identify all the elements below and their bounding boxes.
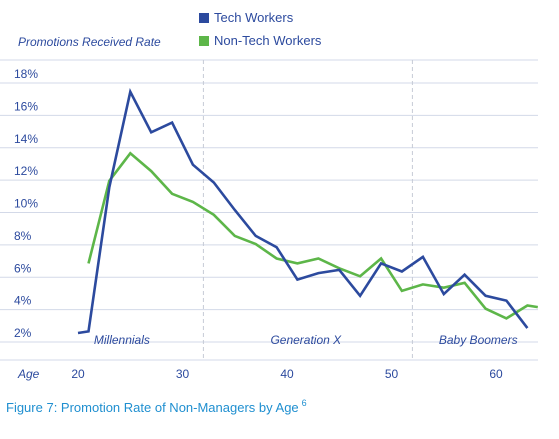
y-axis-ticks: 2% 4% 6% 8% 10% 12% 14% 16% 18% [14, 67, 38, 340]
series-line-nontech [87, 151, 538, 320]
x-axis-title: Age [17, 367, 40, 381]
legend: Tech Workers Non-Tech Workers [199, 10, 322, 48]
y-tick-label: 6% [14, 261, 32, 275]
legend-swatch-tech [199, 13, 209, 23]
series-lines [77, 88, 538, 335]
y-tick-label: 8% [14, 229, 32, 243]
generation-dividers [202, 60, 413, 360]
legend-label-tech: Tech Workers [214, 10, 294, 25]
y-axis-title: Promotions Received Rate [18, 35, 161, 49]
x-tick-label: 60 [489, 367, 503, 381]
y-tick-label: 4% [14, 294, 32, 308]
gridlines [0, 59, 538, 361]
y-tick-label: 16% [14, 99, 38, 113]
figure-caption: Figure 7: Promotion Rate of Non-Managers… [6, 398, 307, 415]
series-line-tech [77, 88, 529, 335]
x-tick-label: 30 [176, 367, 190, 381]
x-tick-label: 50 [385, 367, 399, 381]
legend-label-nontech: Non-Tech Workers [214, 33, 322, 48]
y-tick-label: 10% [14, 197, 38, 211]
x-axis-ticks: 20 30 40 50 60 [71, 367, 503, 381]
legend-swatch-nontech [199, 36, 209, 46]
y-tick-label: 14% [14, 132, 38, 146]
generation-label: Baby Boomers [439, 333, 518, 347]
caption-footnote: 6 [302, 398, 307, 408]
y-tick-label: 18% [14, 67, 38, 81]
caption-text: Figure 7: Promotion Rate of Non-Managers… [6, 400, 299, 415]
x-tick-label: 20 [71, 367, 85, 381]
x-tick-label: 40 [280, 367, 294, 381]
generation-label: Millennials [94, 333, 150, 347]
generation-label: Generation X [270, 333, 342, 347]
y-tick-label: 2% [14, 326, 32, 340]
generation-labels: Millennials Generation X Baby Boomers [94, 333, 518, 347]
y-tick-label: 12% [14, 164, 38, 178]
